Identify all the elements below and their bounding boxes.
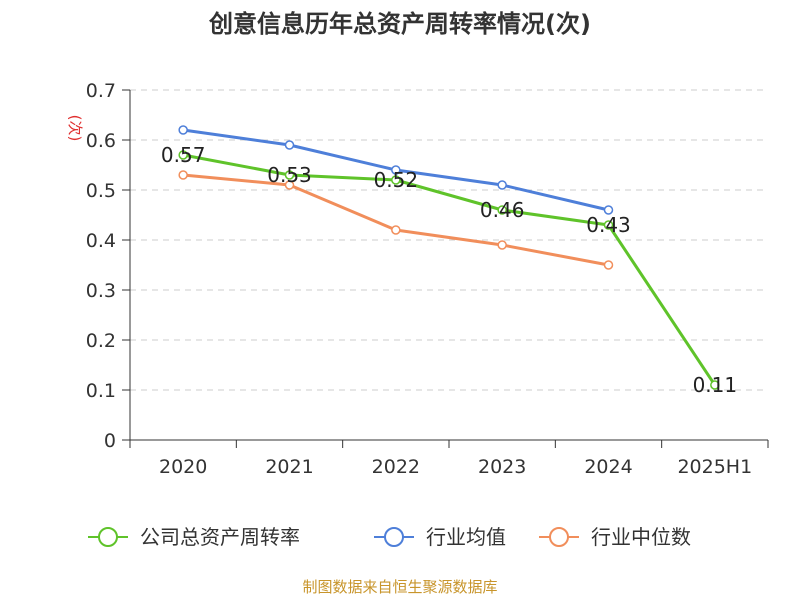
legend-label: 行业中位数 (591, 525, 691, 549)
data-label: 0.43 (586, 213, 631, 237)
series-layer: 0.57 0.53 0.52 0.46 0.43 0.11 (161, 125, 738, 397)
axes (122, 89, 769, 448)
chart-title: 创意信息历年总资产周转率情况(次) (208, 10, 591, 38)
data-label: 0.46 (480, 198, 525, 222)
legend-marker (384, 527, 404, 547)
data-label: 0.11 (693, 373, 738, 397)
y-tick-label: 0.5 (86, 180, 116, 202)
data-point (391, 175, 401, 185)
y-tick-label: 0.1 (86, 380, 116, 402)
y-tick-label: 0.2 (86, 330, 116, 352)
data-point (603, 260, 614, 270)
y-tick-label: 0.6 (86, 130, 116, 152)
data-point (497, 205, 507, 215)
y-tick-label: 0.3 (86, 280, 116, 302)
x-tick-labels: 2020 2021 2022 2023 2024 2025H1 (159, 456, 752, 478)
data-point (497, 240, 507, 250)
data-point (497, 180, 507, 190)
x-tick-label: 2021 (265, 456, 313, 478)
x-tick-label: 2023 (478, 456, 526, 478)
data-point (178, 150, 188, 160)
data-point (178, 125, 188, 135)
legend: 公司总资产周转率 行业均值 行业中位数 (88, 525, 691, 549)
legend-marker (549, 527, 569, 547)
data-point (603, 220, 614, 230)
series-line (182, 153, 717, 386)
legend-label: 公司总资产周转率 (140, 525, 300, 549)
source-note: 制图数据来自恒生聚源数据库 (302, 578, 497, 596)
data-point (391, 165, 401, 175)
gridlines (130, 89, 768, 391)
data-point (284, 140, 295, 150)
y-tick-label: 0.4 (86, 230, 116, 252)
data-point (391, 225, 401, 235)
y-tick-label: 0 (104, 430, 116, 452)
data-point (710, 380, 720, 390)
data-label: 0.57 (161, 143, 206, 167)
x-tick-label: 2022 (372, 456, 420, 478)
data-point (284, 180, 295, 190)
data-point (603, 205, 614, 215)
x-tick-label: 2024 (584, 456, 632, 478)
data-label: 0.52 (374, 168, 419, 192)
data-label: 0.53 (267, 163, 312, 187)
legend-marker (98, 527, 118, 547)
y-axis-label: (次) (66, 115, 84, 142)
legend-label: 行业均值 (426, 525, 506, 549)
data-point (178, 170, 188, 180)
y-tick-labels: 0 0.1 0.2 0.3 0.4 0.5 0.6 0.7 (86, 80, 116, 452)
x-tick-label: 2020 (159, 456, 207, 478)
y-tick-label: 0.7 (86, 80, 116, 102)
x-tick-label: 2025H1 (677, 456, 752, 478)
data-point (284, 170, 295, 180)
